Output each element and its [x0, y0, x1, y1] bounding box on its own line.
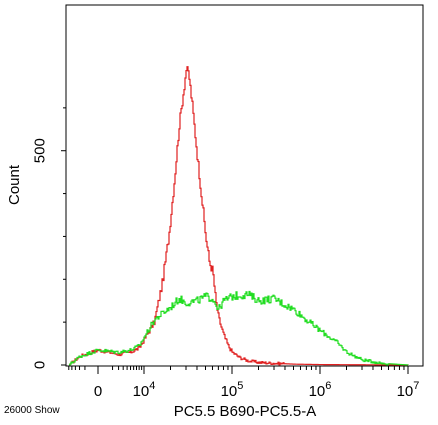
- series-line-1: [69, 66, 409, 366]
- plot-frame: [65, 4, 424, 367]
- y-axis-ticks: 0 500: [31, 107, 66, 369]
- footer-event-count: 26000 Show: [4, 405, 60, 416]
- x-tick-label: 104: [133, 380, 156, 400]
- x-axis-ticks: 0 104 105 106 107: [68, 366, 420, 400]
- x-tick-exponent: 5: [237, 380, 243, 392]
- x-tick-exponent: 6: [325, 380, 331, 392]
- x-tick-exponent: 7: [413, 380, 419, 392]
- series-layer: [69, 66, 409, 366]
- y-axis-title: Count: [6, 164, 23, 205]
- x-axis-title: PC5.5 B690-PC5.5-A: [174, 403, 317, 420]
- x-tick-label: 106: [309, 380, 332, 400]
- series-line-2: [69, 290, 409, 366]
- x-tick-label: 107: [397, 380, 420, 400]
- x-tick-exponent: 4: [149, 380, 155, 392]
- y-tick-label: 0: [31, 361, 48, 369]
- x-tick-label: 105: [221, 380, 244, 400]
- x-tick-label: 0: [94, 383, 102, 400]
- y-tick-label: 500: [31, 138, 48, 163]
